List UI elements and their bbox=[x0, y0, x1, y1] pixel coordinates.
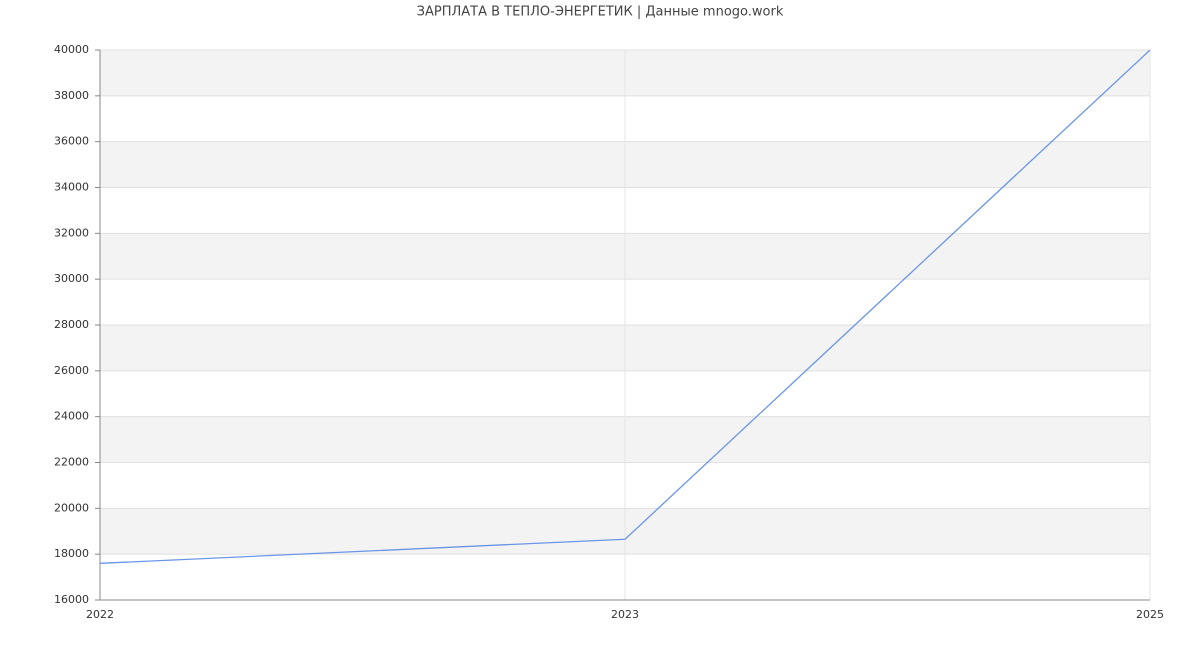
y-tick-label: 16000 bbox=[54, 593, 89, 606]
y-tick-label: 34000 bbox=[54, 181, 89, 194]
y-tick-label: 22000 bbox=[54, 456, 89, 469]
x-tick-label: 2025 bbox=[1136, 608, 1164, 621]
y-tick-label: 28000 bbox=[54, 318, 89, 331]
y-tick-label: 30000 bbox=[54, 272, 89, 285]
y-tick-label: 24000 bbox=[54, 410, 89, 423]
series-line bbox=[99, 49, 1151, 564]
y-tick-label: 38000 bbox=[54, 89, 89, 102]
x-tick-label: 2022 bbox=[86, 608, 114, 621]
y-tick-label: 18000 bbox=[54, 547, 89, 560]
x-tick-label: 2023 bbox=[611, 608, 639, 621]
y-tick-label: 26000 bbox=[54, 364, 89, 377]
y-tick-label: 20000 bbox=[54, 501, 89, 514]
y-tick-label: 32000 bbox=[54, 226, 89, 239]
y-tick-label: 36000 bbox=[54, 135, 89, 148]
y-tick-label: 40000 bbox=[54, 43, 89, 56]
chart-title: ЗАРПЛАТА В ТЕПЛО-ЭНЕРГЕТИК | Данные mnog… bbox=[417, 5, 784, 20]
